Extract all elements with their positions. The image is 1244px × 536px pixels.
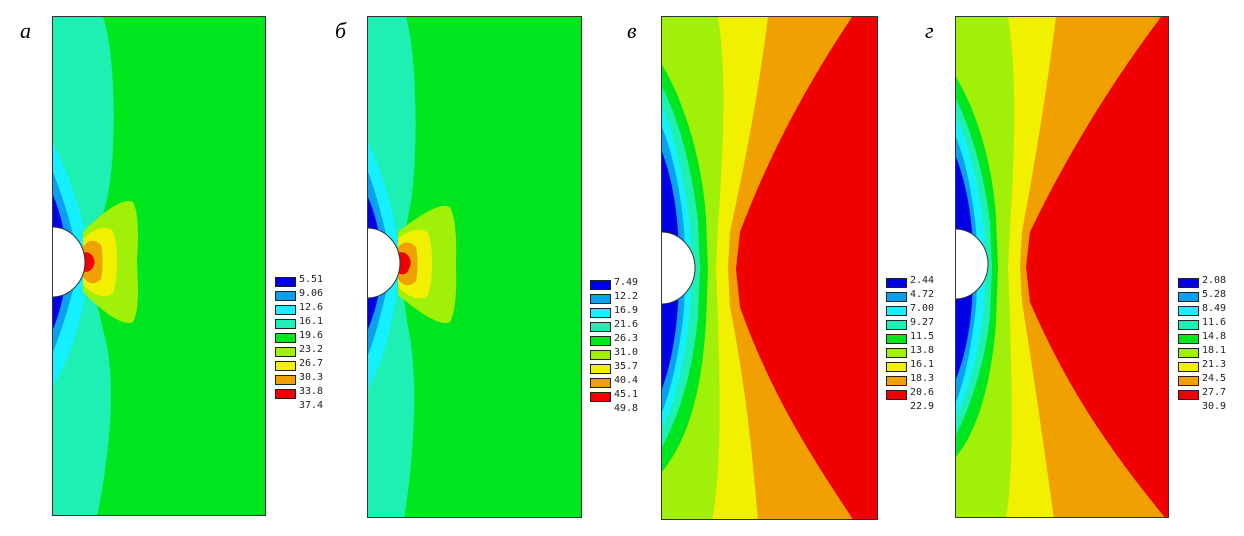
hole bbox=[956, 229, 988, 299]
hole bbox=[662, 232, 695, 304]
stress-contour-field bbox=[956, 17, 1168, 517]
contour-plot bbox=[367, 16, 582, 518]
panel-label: г bbox=[925, 18, 934, 43]
band-37.4 bbox=[83, 252, 95, 272]
contour-plot bbox=[955, 16, 1169, 518]
panel-label: б bbox=[335, 18, 347, 43]
contour-plot bbox=[661, 16, 878, 520]
stress-contour-field bbox=[53, 17, 265, 515]
hole bbox=[53, 227, 85, 297]
panel-label: в bbox=[627, 18, 637, 43]
stress-contour-field bbox=[368, 17, 581, 517]
band-49.8 bbox=[398, 252, 411, 275]
stress-contour-field bbox=[662, 17, 877, 519]
panel-label: а bbox=[20, 18, 31, 43]
hole bbox=[368, 228, 400, 298]
contour-plot bbox=[52, 16, 266, 516]
